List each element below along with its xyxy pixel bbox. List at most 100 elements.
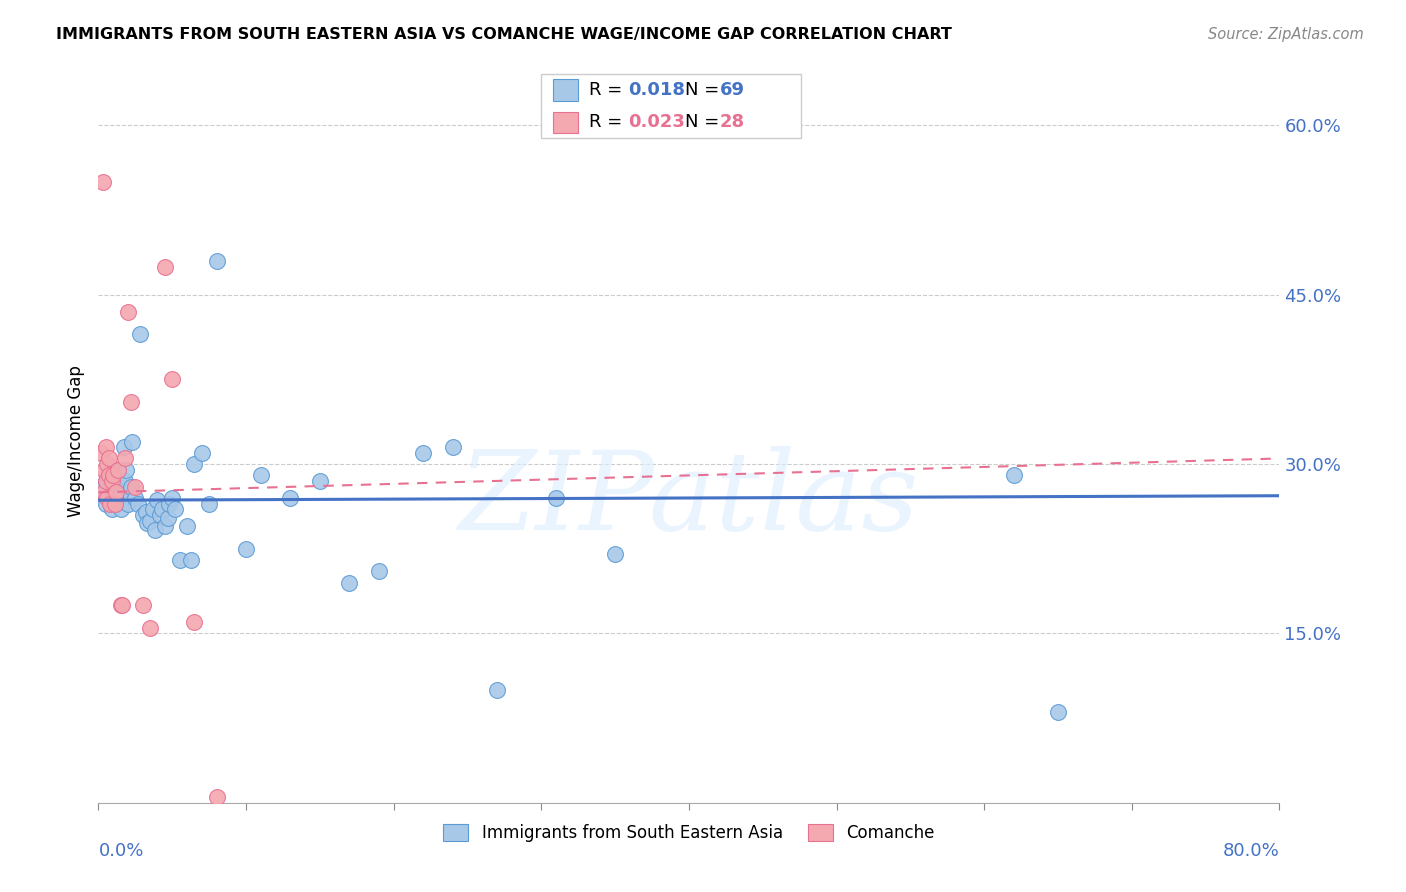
Point — [146, 493, 169, 508]
Point — [250, 468, 273, 483]
Point — [205, 790, 228, 805]
Point — [93, 463, 115, 477]
Text: N =: N = — [685, 81, 724, 99]
Point — [117, 304, 139, 318]
Point — [412, 446, 434, 460]
Point — [114, 474, 136, 488]
Point — [105, 497, 128, 511]
Point — [97, 493, 120, 508]
Point — [112, 440, 135, 454]
Point — [156, 511, 179, 525]
Point — [111, 599, 134, 613]
Point — [98, 476, 121, 491]
Text: R =: R = — [589, 113, 628, 131]
Point — [139, 621, 162, 635]
Point — [176, 519, 198, 533]
Point — [157, 497, 180, 511]
Text: 0.023: 0.023 — [628, 113, 685, 131]
Legend: Immigrants from South Eastern Asia, Comanche: Immigrants from South Eastern Asia, Coma… — [437, 817, 941, 848]
Point — [93, 485, 115, 500]
Point — [124, 491, 146, 505]
Point — [191, 446, 214, 460]
Point — [183, 615, 205, 630]
Point — [198, 497, 221, 511]
Y-axis label: Wage/Income Gap: Wage/Income Gap — [66, 366, 84, 517]
Point — [120, 480, 142, 494]
Point — [132, 599, 155, 613]
Point — [105, 485, 128, 500]
Point — [118, 485, 141, 500]
Point — [103, 474, 125, 488]
Point — [128, 327, 150, 342]
Point — [309, 474, 332, 488]
Point — [94, 474, 117, 488]
Point — [183, 457, 205, 471]
Point — [114, 451, 136, 466]
Point — [605, 548, 627, 562]
Point — [94, 497, 117, 511]
Point — [91, 485, 114, 500]
Point — [96, 468, 118, 483]
Point — [98, 497, 121, 511]
Point — [441, 440, 464, 454]
Point — [104, 497, 127, 511]
Text: ZIPatlas: ZIPatlas — [458, 446, 920, 553]
Text: Source: ZipAtlas.com: Source: ZipAtlas.com — [1208, 27, 1364, 42]
Point — [1046, 706, 1070, 720]
Point — [150, 502, 173, 516]
Point — [94, 474, 117, 488]
Point — [162, 491, 183, 505]
Point — [339, 575, 361, 590]
Point — [96, 489, 118, 503]
Point — [132, 508, 155, 522]
Point — [108, 489, 131, 503]
Point — [205, 253, 228, 268]
Point — [139, 514, 162, 528]
Point — [97, 482, 120, 496]
Point — [94, 440, 117, 454]
Point — [169, 553, 191, 567]
Point — [127, 497, 149, 511]
Text: N =: N = — [685, 113, 724, 131]
Point — [96, 491, 118, 505]
Point — [180, 553, 202, 567]
Point — [96, 457, 118, 471]
Text: IMMIGRANTS FROM SOUTH EASTERN ASIA VS COMANCHE WAGE/INCOME GAP CORRELATION CHART: IMMIGRANTS FROM SOUTH EASTERN ASIA VS CO… — [56, 27, 952, 42]
Point — [153, 519, 176, 533]
Point — [103, 485, 125, 500]
Point — [368, 565, 391, 579]
Point — [104, 493, 127, 508]
Point — [97, 468, 120, 483]
Point — [107, 474, 129, 488]
Point — [1002, 468, 1025, 483]
Point — [111, 485, 134, 500]
Point — [120, 395, 142, 409]
Point — [117, 497, 139, 511]
Point — [91, 175, 114, 189]
Point — [162, 372, 183, 386]
Point — [143, 523, 166, 537]
Point — [235, 541, 257, 556]
Point — [93, 480, 115, 494]
Text: 80.0%: 80.0% — [1223, 842, 1279, 860]
Point — [105, 484, 128, 499]
Point — [110, 493, 132, 508]
Point — [149, 508, 172, 522]
Point — [107, 463, 129, 477]
Point — [124, 480, 146, 494]
Text: R =: R = — [589, 81, 628, 99]
Point — [115, 463, 138, 477]
Point — [546, 491, 568, 505]
Point — [100, 502, 122, 516]
Text: 69: 69 — [720, 81, 745, 99]
Point — [110, 599, 132, 613]
Point — [100, 491, 122, 505]
Point — [165, 502, 187, 516]
Text: 28: 28 — [720, 113, 745, 131]
Point — [280, 491, 302, 505]
Point — [98, 463, 121, 477]
Point — [90, 446, 112, 460]
Point — [135, 504, 157, 518]
Point — [100, 474, 122, 488]
Text: 0.0%: 0.0% — [98, 842, 143, 860]
